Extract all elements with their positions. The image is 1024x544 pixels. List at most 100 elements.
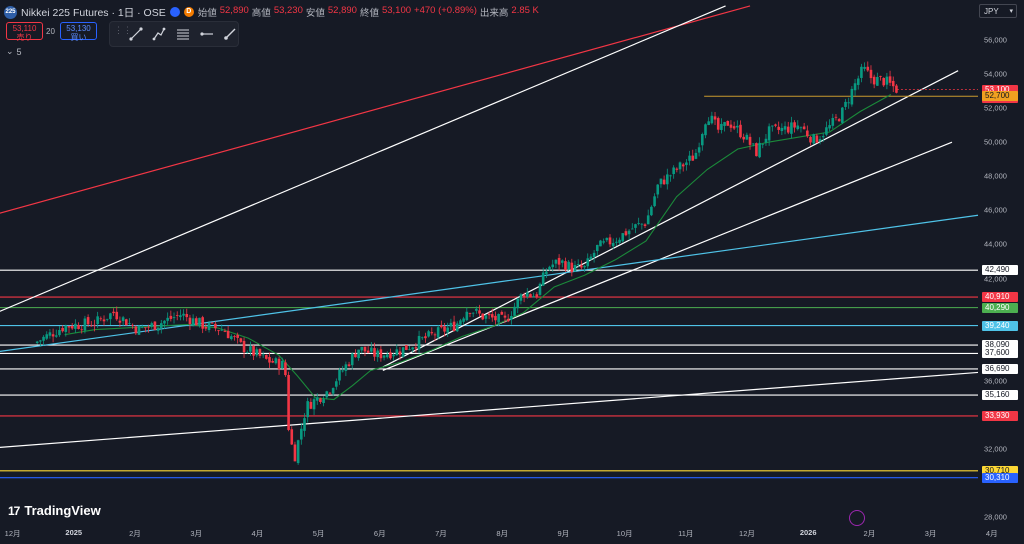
candle-body xyxy=(109,313,112,320)
candle-body xyxy=(405,345,408,350)
sell-button[interactable]: 53,110 売り xyxy=(6,22,43,42)
candle-body xyxy=(510,315,513,320)
candle-body xyxy=(758,142,761,158)
candle-body xyxy=(831,117,835,126)
candle-body xyxy=(691,155,695,161)
candle-body xyxy=(592,252,596,257)
candle-body xyxy=(312,399,316,410)
level-label: 30,710 xyxy=(982,465,1018,476)
time-tick-label: 12月 xyxy=(739,529,755,538)
candle-body xyxy=(821,136,825,138)
candle-body xyxy=(430,332,434,334)
candle-body xyxy=(685,162,688,166)
candle-body xyxy=(118,320,122,323)
candle-body xyxy=(392,354,395,357)
candle-body xyxy=(153,321,157,330)
candle-body xyxy=(777,126,780,130)
candle-body xyxy=(793,122,796,128)
candle-body xyxy=(195,318,198,326)
candle-body xyxy=(755,143,758,157)
candle-body xyxy=(382,355,386,358)
indicator-count: 5 xyxy=(16,46,22,57)
trend-line xyxy=(0,5,726,312)
candle-body xyxy=(379,349,383,359)
high-label: 高値 xyxy=(251,8,271,19)
candle-body xyxy=(675,168,679,170)
candle-body xyxy=(475,308,478,311)
time-tick-label: 8月 xyxy=(496,529,509,538)
candle-body xyxy=(424,336,427,339)
candle-body xyxy=(207,322,211,330)
level-label: 35,160 xyxy=(982,390,1018,401)
candle-body xyxy=(506,318,510,322)
candle-body xyxy=(615,241,618,243)
candle-body xyxy=(611,242,615,247)
candle-body xyxy=(605,237,609,241)
volume-value: 2.85 K xyxy=(511,5,539,16)
candle-body xyxy=(548,266,551,270)
buy-label: 買い xyxy=(70,33,87,42)
price-tick-label: 52,000 xyxy=(984,103,1007,113)
spread-value: 20 xyxy=(46,27,55,36)
candle-body xyxy=(341,370,344,372)
time-tick-label: 2026 xyxy=(799,528,817,537)
candle-body xyxy=(624,231,628,236)
candle-body xyxy=(761,143,765,145)
candle-body xyxy=(681,164,685,167)
candle-body xyxy=(802,126,806,130)
candle-body xyxy=(748,136,752,145)
goto-realtime-icon[interactable] xyxy=(849,510,865,526)
candle-body xyxy=(462,318,465,322)
low-label: 安値 xyxy=(305,8,325,19)
candle-body xyxy=(863,66,866,69)
candle-body xyxy=(156,327,160,331)
candle-body xyxy=(398,351,402,355)
time-tick-label: 4月 xyxy=(985,529,998,538)
candle-body xyxy=(701,134,704,146)
chevron-down-icon[interactable]: ⌄ xyxy=(6,46,14,56)
candle-body xyxy=(446,327,450,333)
delayed-data-icon[interactable]: D xyxy=(183,7,194,17)
market-status-icon[interactable] xyxy=(169,7,180,17)
indicator-toggle[interactable]: ⌄ 5 xyxy=(6,46,22,57)
candle-body xyxy=(570,262,574,273)
candle-body xyxy=(459,320,462,325)
brush-tool-icon[interactable] xyxy=(222,26,238,42)
horizontal-ray-tool-icon[interactable] xyxy=(199,26,215,42)
drag-handle-icon[interactable]: ⋮⋮ xyxy=(114,25,132,35)
candle-body xyxy=(662,179,666,185)
candle-body xyxy=(825,127,828,135)
sell-label: 売り xyxy=(16,33,33,42)
symbol-title[interactable]: Nikkei 225 Futures · 1日 · OSE xyxy=(21,6,166,19)
price-tick-label: 46,000 xyxy=(984,205,1007,215)
time-tick-label: 9月 xyxy=(557,529,570,538)
candle-body xyxy=(112,311,115,314)
buy-button[interactable]: 53,130 買い xyxy=(60,22,97,42)
trend-line-tool-icon[interactable] xyxy=(128,26,144,42)
candle-body xyxy=(653,196,656,207)
candle-body xyxy=(191,318,195,326)
candle-body xyxy=(882,77,886,86)
path-tool-icon[interactable] xyxy=(152,26,168,42)
tradingview-wordmark: TradingView xyxy=(24,503,101,518)
candle-body xyxy=(93,324,96,326)
horizontal-levels xyxy=(0,269,978,479)
candle-body xyxy=(96,316,99,325)
candle-body xyxy=(411,347,415,350)
fib-tool-icon[interactable] xyxy=(175,26,191,42)
symbol-badge-icon[interactable]: 225 xyxy=(4,5,17,19)
candle-body xyxy=(672,167,675,175)
tradingview-logo[interactable]: 17 TradingView xyxy=(8,503,101,518)
candle-body xyxy=(290,429,294,445)
candle-body xyxy=(742,136,745,140)
candle-body xyxy=(268,357,271,363)
candle-body xyxy=(621,233,625,242)
candle-body xyxy=(796,125,800,130)
candle-body xyxy=(74,323,77,329)
candle-body xyxy=(370,347,373,352)
trend-line xyxy=(0,5,751,214)
ohlc-values: 始値 52,890 高値 53,230 安値 52,890 終値 53,100 +470… xyxy=(198,5,539,19)
currency-selector[interactable]: JPY ▾ xyxy=(979,4,1017,18)
open-label: 始値 xyxy=(197,8,217,19)
